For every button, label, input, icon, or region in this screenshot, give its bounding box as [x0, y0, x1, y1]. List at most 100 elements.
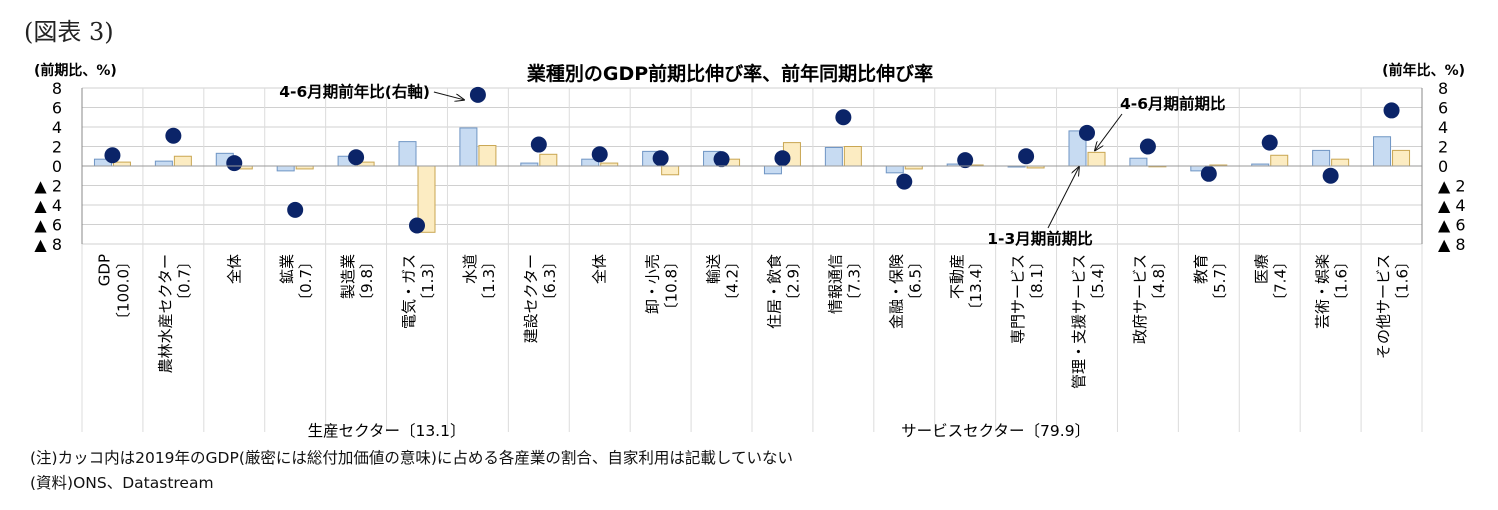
annotation-yoy: 4-6月期前年比(右軸)	[279, 82, 430, 101]
category-share: 〔0.7〕	[175, 254, 193, 308]
annotation-q1-qoq-arrow	[1047, 167, 1079, 229]
annotation-q1-qoq: 1-3月期前期比	[987, 229, 1093, 248]
category-label: 情報通信	[826, 254, 844, 314]
bar-q1-qoq	[276, 165, 295, 172]
grid-layer	[81, 87, 1423, 432]
right-axis-label: (前年比、%)	[1382, 62, 1465, 79]
category-label: 管理・支援サービス	[1070, 254, 1088, 389]
right-tick-label: ▲ 6	[1438, 216, 1466, 235]
right-tick-label: 2	[1438, 138, 1448, 157]
category-share: 〔0.7〕	[297, 254, 315, 308]
dot-q2-yoy	[1322, 167, 1339, 184]
bar-q1-qoq	[763, 165, 782, 175]
footnote: (注)カッコ内は2019年のGDP(厳密には総付加価値の意味)に占める各産業の割…	[30, 449, 793, 467]
bar-q2-qoq	[112, 161, 131, 167]
dots-layer	[104, 86, 1400, 234]
left-tick-label: 2	[52, 138, 62, 157]
bar-q1-qoq	[154, 160, 173, 167]
dot-q2-yoy	[1261, 134, 1278, 151]
category-share: 〔5.7〕	[1211, 254, 1229, 308]
left-tick-label: ▲ 6	[34, 216, 62, 235]
category-share: 〔9.8〕	[358, 254, 376, 308]
dot-q2-yoy	[165, 127, 182, 144]
bars-layer	[93, 127, 1411, 233]
bar-q2-qoq	[1392, 149, 1411, 167]
category-share: 〔10.8〕	[663, 254, 681, 317]
dot-q2-yoy	[409, 217, 425, 234]
category-label: 建設セクター	[522, 254, 540, 343]
bar-q2-qoq	[478, 145, 497, 167]
dot-q2-yoy	[713, 151, 730, 168]
category-label: 金融・保険	[887, 254, 905, 329]
category-label: 政府サービス	[1131, 254, 1149, 344]
category-label: GDP	[95, 254, 113, 286]
category-label: 教育	[1192, 254, 1210, 284]
dot-q2-yoy	[1200, 165, 1217, 182]
category-label: 製造業	[339, 254, 357, 299]
dot-q2-yoy	[1139, 138, 1156, 155]
category-share: 〔1.3〕	[419, 254, 437, 308]
category-label: 電気・ガス	[400, 254, 418, 329]
bar-q1-qoq	[459, 127, 478, 167]
right-tick-label: 0	[1438, 157, 1448, 176]
left-tick-label: ▲ 2	[34, 177, 62, 196]
category-share: 〔7.4〕	[1272, 254, 1290, 308]
right-tick-label: 4	[1438, 118, 1448, 137]
dot-q2-yoy	[1383, 102, 1400, 119]
dot-q2-yoy	[774, 150, 791, 167]
bar-q2-qoq	[1087, 151, 1106, 167]
category-label: 輸送	[705, 254, 723, 284]
dot-q2-yoy	[1079, 124, 1095, 141]
left-tick-label: ▲ 4	[34, 196, 62, 215]
left-tick-label: 6	[52, 99, 62, 118]
dot-q2-yoy	[226, 155, 243, 172]
category-share: 〔100.0〕	[114, 254, 132, 327]
chart: 業種別のGDP前期比伸び率、前年同期比伸び率 (前期比、%) (前年比、%) 8…	[34, 62, 1466, 440]
annotation-yoy-arrow	[433, 91, 464, 100]
left-tick-label: ▲ 8	[34, 235, 62, 254]
category-label: その他サービス	[1375, 254, 1393, 359]
group-label: 生産セクター〔13.1〕	[308, 422, 466, 440]
category-share: 〔8.1〕	[1028, 254, 1046, 308]
left-tick-label: 8	[52, 79, 62, 98]
left-axis-label: (前期比、%)	[34, 62, 117, 79]
dot-q2-yoy	[1018, 148, 1035, 165]
category-share: 〔4.8〕	[1150, 254, 1168, 308]
dot-q2-yoy	[957, 152, 974, 169]
category-share: 〔2.9〕	[784, 254, 802, 308]
dot-q2-yoy	[896, 173, 913, 190]
category-label: 全体	[591, 254, 609, 284]
bar-q2-qoq	[1270, 154, 1289, 167]
category-share: 〔13.4〕	[967, 254, 985, 317]
category-labels-layer: GDP 〔100.0〕 農林水産セクター 〔0.7〕 全体 鉱業 〔0.7〕 製造業 〔9.8〕…	[95, 254, 1411, 440]
category-label: 専門サービス	[1009, 254, 1027, 344]
dot-q2-yoy	[591, 146, 608, 163]
dot-q2-yoy	[104, 147, 121, 164]
category-label: 全体	[225, 254, 243, 284]
annotations-layer: 4-6月期前年比(右軸) 4-6月期前期比 1-3月期前期比	[279, 82, 1225, 248]
bar-q1-qoq	[1129, 157, 1148, 167]
annotation-q2-qoq: 4-6月期前期比	[1120, 94, 1226, 113]
annotation-q2-qoq-arrow	[1095, 113, 1123, 150]
bar-q2-qoq	[1331, 158, 1350, 167]
category-share: 〔1.3〕	[480, 254, 498, 308]
category-label: 医療	[1253, 254, 1271, 284]
category-label: 農林水産セクター	[156, 254, 174, 373]
category-share: 〔6.5〕	[906, 254, 924, 308]
bar-q2-qoq	[843, 146, 862, 167]
left-tick-label: 4	[52, 118, 62, 137]
dot-q2-yoy	[652, 150, 669, 167]
dot-q2-yoy	[835, 109, 852, 126]
category-share: 〔4.2〕	[724, 254, 742, 308]
source-note: (資料)ONS、Datastream	[30, 474, 214, 492]
bar-q2-qoq	[539, 153, 558, 167]
bar-q1-qoq	[398, 141, 417, 167]
category-share: 〔5.4〕	[1089, 254, 1107, 308]
category-share: 〔6.3〕	[541, 254, 559, 308]
category-share: 〔7.3〕	[845, 254, 863, 308]
group-label: サービスセクター〔79.9〕	[901, 422, 1090, 440]
bar-q1-qoq	[824, 146, 843, 167]
dot-q2-yoy	[287, 201, 304, 218]
category-label: 卸・小売	[644, 254, 662, 314]
